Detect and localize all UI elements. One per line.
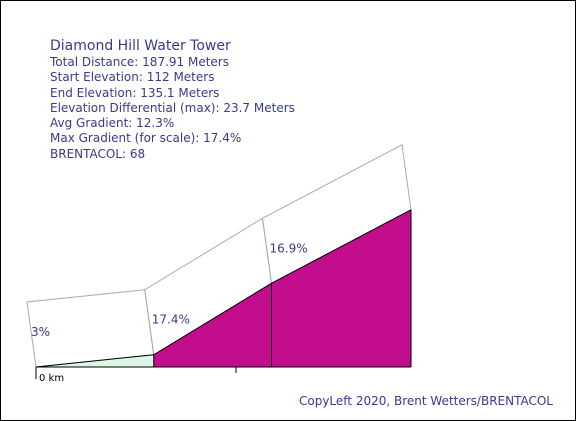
info-panel: Diamond Hill Water Tower Total Distance:… [50, 37, 295, 162]
profile-segment-3 [271, 209, 411, 367]
elevation-differential: Elevation Differential (max): 23.7 Meter… [50, 100, 295, 115]
max-gradient: Max Gradient (for scale): 17.4% [50, 131, 242, 146]
total-distance: Total Distance: 187.91 Meters [50, 55, 229, 69]
gradient-label-1: 3% [31, 325, 50, 339]
copyleft-text: CopyLeft 2020, Brent Wetters/BRENTACOL [298, 394, 553, 408]
profile-segment-2 [153, 283, 272, 367]
gradient-label-3: 16.9% [269, 241, 307, 255]
start-elevation: Start Elevation: 112 Meters [50, 70, 215, 85]
gradient-label-2: 17.4% [152, 313, 190, 327]
chart-title: Diamond Hill Water Tower [50, 38, 231, 54]
brentacol-score: BRENTACOL: 68 [50, 146, 146, 161]
end-elevation: End Elevation: 135.1 Meters [50, 85, 220, 100]
x-axis-tick-label: 0 km [39, 373, 64, 384]
avg-gradient: Avg Gradient: 12.3% [50, 116, 175, 131]
profile-line [35, 209, 412, 368]
